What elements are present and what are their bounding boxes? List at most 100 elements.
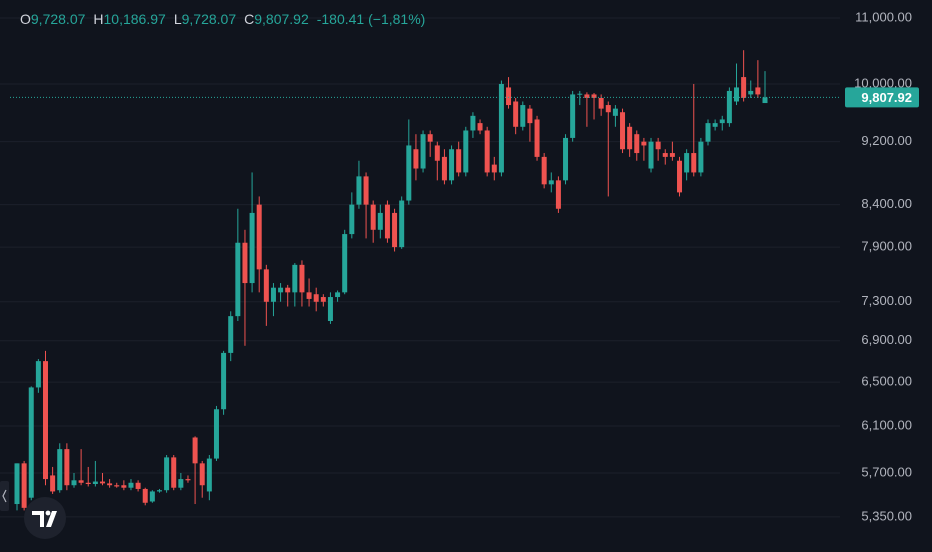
candle-body [591, 94, 597, 98]
candle-body [377, 212, 383, 230]
candle-body [577, 93, 583, 95]
candle-body [21, 463, 27, 508]
scroll-button[interactable] [0, 481, 9, 511]
candle-body [299, 264, 305, 293]
candle-body [50, 475, 56, 492]
ohlc-value: 9,807.92 [254, 11, 309, 27]
candle-body [185, 479, 191, 481]
logo[interactable] [24, 497, 66, 539]
ohlc-value: 9,728.07 [30, 11, 86, 27]
candle-body [669, 153, 675, 157]
candle-body [620, 112, 626, 150]
candle-body [342, 234, 348, 293]
y-tick-label: 8,400.00 [861, 196, 912, 211]
candle-body [356, 176, 362, 205]
candle-body [741, 77, 747, 98]
scroll-arrow[interactable] [2, 489, 7, 503]
candle-body [662, 153, 668, 157]
candle-body [313, 294, 319, 302]
candle-body [427, 134, 433, 142]
candle-body [413, 149, 419, 169]
candle-body [705, 123, 711, 142]
candle-body [92, 481, 98, 485]
candle-body [121, 485, 127, 488]
ohlc-key: O [20, 11, 31, 27]
candle-body [228, 316, 234, 353]
ohlc-key: H [93, 11, 104, 27]
candle-body [384, 204, 390, 239]
candle-body [698, 141, 704, 173]
candle-body [555, 180, 561, 209]
candle-body [406, 145, 412, 201]
candle-body [285, 287, 291, 293]
candle-body [520, 105, 526, 127]
candle-body [256, 204, 262, 270]
scroll-button-bg[interactable] [0, 481, 9, 511]
y-tick-label: 6,100.00 [861, 417, 912, 432]
candle-body [270, 287, 276, 302]
candle-body [477, 123, 483, 131]
candle-body [762, 97, 768, 104]
candle-body [149, 491, 155, 502]
change: -180.41 (−1,81%) [316, 11, 426, 27]
candle-body [206, 458, 212, 492]
ohlc-item: C9,807.92 [244, 11, 309, 27]
candle-body [677, 160, 683, 193]
candle-body [712, 123, 718, 127]
ohlc-value: 10,186.97 [103, 11, 166, 27]
candle-body [655, 141, 661, 150]
candle-body [292, 264, 298, 293]
candle-body [470, 115, 476, 131]
candle-body [192, 437, 198, 464]
candle-body [335, 292, 341, 298]
candle-body [278, 287, 284, 293]
logo-mark[interactable] [32, 511, 44, 527]
candle-body [114, 485, 120, 487]
candle-body [456, 149, 462, 173]
logo-dot[interactable] [45, 510, 51, 516]
candle-body [14, 463, 20, 505]
y-tick-label: 7,900.00 [861, 239, 912, 254]
ohlc-header: O9,728.07 H10,186.97 L9,728.07 C9,807.92 -18… [20, 11, 425, 27]
candle-body [570, 94, 576, 138]
candle-body [42, 361, 48, 480]
candle-body [527, 108, 533, 124]
ohlc-value: 9,728.07 [181, 11, 237, 27]
candle-body [85, 482, 91, 485]
candle-body [199, 463, 205, 486]
last-price-label: 9,807.92 [861, 90, 912, 105]
ohlc-item: O9,728.07 [20, 11, 85, 27]
candle-body [634, 134, 640, 154]
candle-body [263, 269, 269, 302]
candle-body [726, 90, 732, 124]
candle-body [491, 164, 497, 173]
candle-body [612, 108, 618, 116]
candle-body [399, 200, 405, 248]
candle-body [434, 145, 440, 161]
candle-body [78, 480, 84, 483]
candle-body [164, 457, 170, 491]
logo-mark[interactable] [46, 511, 57, 527]
candle-body [548, 180, 554, 185]
candle-body [142, 488, 148, 503]
candle-body [28, 387, 34, 498]
candle-body [449, 149, 455, 181]
y-tick-label: 9,200.00 [861, 133, 912, 148]
candle-body [755, 87, 761, 95]
y-tick-label: 5,700.00 [861, 464, 912, 479]
candle-body [35, 361, 41, 388]
candle-body [541, 156, 547, 185]
candle-body [441, 156, 447, 181]
candle-body [605, 105, 611, 113]
candle-body [691, 153, 697, 173]
y-tick-label: 5,350.00 [861, 508, 912, 523]
y-tick-label: 10,000.00 [854, 75, 912, 90]
candle-body [648, 141, 654, 169]
logo-bg[interactable] [24, 497, 66, 539]
candle-body [320, 297, 326, 302]
y-tick-label: 7,300.00 [861, 293, 912, 308]
candle-body [156, 490, 162, 492]
candle-body [135, 482, 141, 489]
